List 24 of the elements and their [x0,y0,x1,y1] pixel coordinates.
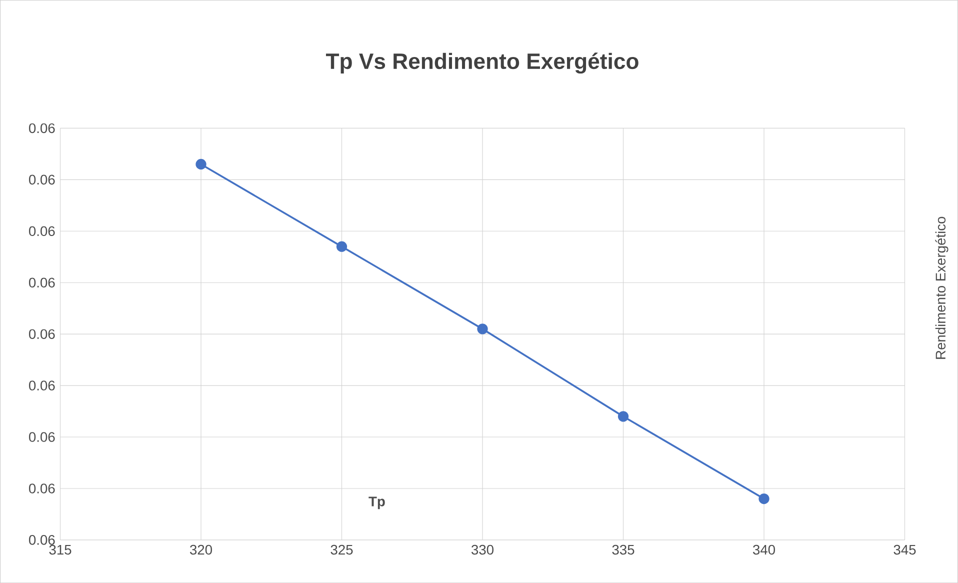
point [196,158,206,170]
point [336,241,348,252]
y-tick-label: 0.06 [28,329,55,339]
chart-title: Tp Vs Rendimento Exergético [326,52,638,74]
y-tick-label: 0.06 [28,278,55,288]
point [758,493,770,504]
x-tick-label: 340 [752,544,775,555]
y-tick-label: 0.06 [28,380,55,390]
y2-axis-title: Rendimento Exergético [935,216,948,359]
y-tick-label: 0.06 [28,226,55,236]
x-tick-label: 345 [894,544,916,555]
y-tick-label: 0.06 [28,534,55,545]
x-tick-label: 315 [49,544,72,555]
point [618,411,629,422]
y-tick-label: 0.06 [28,484,55,494]
x-tick-label: 325 [330,544,353,555]
y-tick-label: 0.06 [28,123,55,134]
x-tick-label: 335 [612,544,634,555]
x-axis-title: Tp [368,496,385,509]
point [477,324,488,334]
x-tick-label: 320 [190,544,212,555]
y-tick-label: 0.06 [28,174,55,184]
y-tick-label: 0.06 [28,432,55,442]
x-tick-label: 330 [471,544,494,555]
